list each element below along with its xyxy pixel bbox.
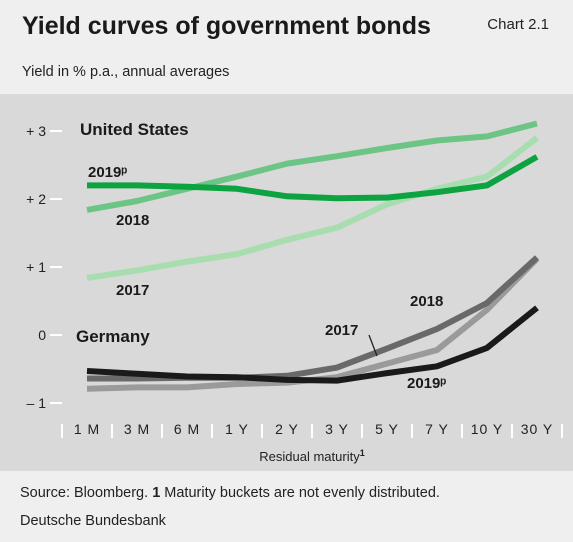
- publisher-name: Deutsche Bundesbank: [20, 513, 166, 529]
- series-label: 2019ᵖ: [407, 375, 446, 392]
- series-line: [86, 120, 538, 213]
- y-tick-label: + 3: [26, 123, 46, 139]
- chart-number: Chart 2.1: [487, 16, 549, 33]
- x-tick-label: 6 M: [174, 421, 200, 437]
- chart-subtitle: Yield in % p.a., annual averages: [22, 64, 230, 80]
- chart-footer: Source: Bloomberg. 1 Maturity buckets ar…: [0, 471, 573, 542]
- x-tick-label: 10 Y: [471, 421, 504, 437]
- x-tick-label: 7 Y: [425, 421, 449, 437]
- x-tick-label: 2 Y: [275, 421, 299, 437]
- x-tick-label: 5 Y: [375, 421, 399, 437]
- source-note: Source: Bloomberg. 1 Maturity buckets ar…: [20, 485, 440, 501]
- y-tick-label: + 1: [26, 259, 46, 275]
- chart-title: Yield curves of government bonds: [22, 12, 431, 40]
- x-axis-label: Residual maturity1: [259, 448, 364, 464]
- series-label: 2017: [325, 322, 358, 339]
- x-tick-label: 3 Y: [325, 421, 349, 437]
- series-label: 2017: [116, 282, 149, 299]
- series-label: 2019ᵖ: [88, 164, 127, 181]
- x-tick-label: 1 M: [74, 421, 100, 437]
- y-tick-label: + 2: [26, 191, 46, 207]
- series-line: [87, 255, 540, 382]
- series-label: 2018: [116, 212, 149, 229]
- x-tick-label: 30 Y: [521, 421, 554, 437]
- x-tick-label: 1 Y: [225, 421, 249, 437]
- series-label: 2018: [410, 293, 443, 310]
- group-label-united-states: United States: [80, 120, 189, 139]
- series-line: [86, 135, 539, 281]
- y-tick-label: – 1: [27, 395, 47, 411]
- chart-header: Yield curves of government bonds Chart 2…: [0, 0, 573, 94]
- footnote-text: Maturity buckets are not evenly distribu…: [160, 485, 440, 501]
- x-tick-label: 3 M: [124, 421, 150, 437]
- series-line: [87, 154, 539, 202]
- yield-curve-chart: + 3 + 2 + 1 0 – 1 1 M 3 M 6 M 1 Y 2 Y 3 Y 5 Y 7 Y 10 …: [26, 120, 563, 464]
- source-prefix: Source: Bloomberg.: [20, 485, 153, 501]
- y-tick-label: 0: [38, 327, 46, 343]
- series-label-leader: [368, 334, 378, 357]
- group-label-germany: Germany: [76, 327, 150, 346]
- series-line: [86, 305, 539, 384]
- x-axis-label-footnote: 1: [360, 448, 365, 458]
- plot-area: + 3 + 2 + 1 0 – 1 1 M 3 M 6 M 1 Y 2 Y 3 Y 5 Y 7 Y 10 …: [0, 94, 573, 471]
- footnote-number: 1: [152, 485, 161, 501]
